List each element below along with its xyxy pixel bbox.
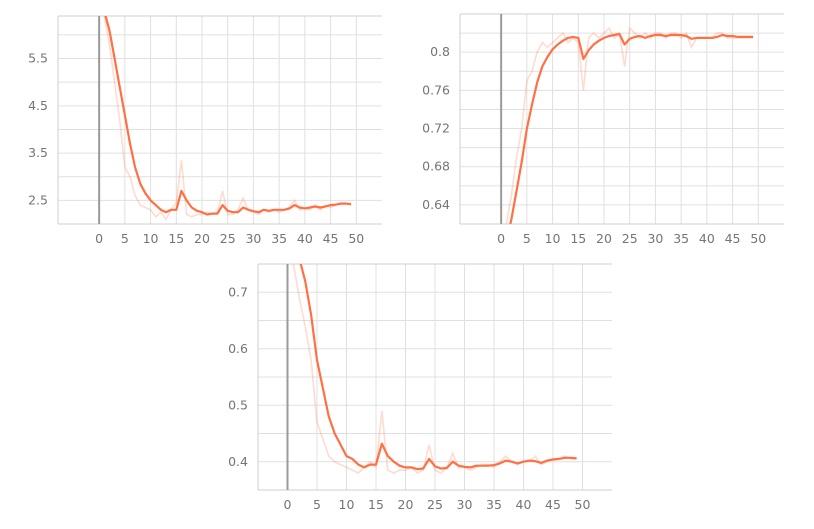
- series-line-smoothed: [299, 264, 577, 471]
- x-tick-label: 15: [368, 497, 384, 512]
- grid: [258, 263, 612, 491]
- series-line-raw: [103, 16, 352, 221]
- x-tick-label: 40: [297, 231, 313, 246]
- y-tick-label: 4.5: [28, 98, 48, 113]
- x-tick-label: 35: [673, 231, 689, 246]
- x-tick-label: 5: [121, 231, 129, 246]
- grid: [58, 16, 382, 225]
- x-tick-label: 0: [497, 231, 505, 246]
- y-tick-label: 0.8: [430, 44, 450, 59]
- x-tick-label: 35: [486, 497, 502, 512]
- x-tick-label: 25: [622, 231, 638, 246]
- x-tick-label: 5: [523, 231, 531, 246]
- x-tick-label: 30: [457, 497, 473, 512]
- x-tick-label: 20: [596, 231, 612, 246]
- y-tick-label: 0.4: [228, 454, 248, 469]
- x-tick-label: 30: [245, 231, 261, 246]
- series-group: [103, 16, 352, 221]
- x-tick-label: 45: [545, 497, 561, 512]
- x-tick-label: 15: [168, 231, 184, 246]
- y-tick-label: 0.72: [422, 121, 450, 136]
- x-tick-label: 10: [545, 231, 561, 246]
- x-tick-label: 50: [750, 231, 766, 246]
- x-tick-label: 25: [427, 497, 443, 512]
- x-tick-label: 45: [725, 231, 741, 246]
- y-tick-label: 0.7: [228, 284, 248, 299]
- x-tick-label: 20: [194, 231, 210, 246]
- x-tick-label: 30: [647, 231, 663, 246]
- x-tick-label: 20: [398, 497, 414, 512]
- chart-loss-top-left: 0 5 10 15 20 25 30 35 40 45 50 2.5 3.5 4.5 5.5: [28, 15, 382, 246]
- x-tick-label: 15: [570, 231, 586, 246]
- series-line-smoothed: [509, 32, 754, 224]
- x-tick-label: 25: [220, 231, 236, 246]
- x-tick-label: 0: [95, 231, 103, 246]
- y-tick-label: 2.5: [28, 192, 48, 207]
- y-tick-label: 0.64: [422, 197, 450, 212]
- x-tick-label: 50: [575, 497, 591, 512]
- series-group: [505, 26, 754, 224]
- series-group: [292, 264, 577, 474]
- y-tick-label: 5.5: [28, 51, 48, 66]
- x-tick-label: 10: [143, 231, 159, 246]
- y-tick-label: 0.68: [422, 159, 450, 174]
- x-tick-label: 40: [516, 497, 532, 512]
- x-tick-label: 50: [348, 231, 364, 246]
- x-tick-label: 10: [339, 497, 355, 512]
- x-tick-label: 5: [313, 497, 321, 512]
- series-line-smoothed: [104, 16, 352, 216]
- x-tick-label: 35: [271, 231, 287, 246]
- y-tick-label: 0.5: [228, 397, 248, 412]
- x-tick-label: 0: [284, 497, 292, 512]
- chart-loss-bottom: 0 5 10 15 20 25 30 35 40 45 50 0.4 0.5 0.6 0.7: [228, 263, 612, 512]
- y-tick-label: 0.76: [422, 82, 450, 97]
- y-tick-label: 3.5: [28, 145, 48, 160]
- y-tick-label: 0.6: [228, 341, 248, 356]
- x-tick-label: 40: [699, 231, 715, 246]
- chart-accuracy-top-right: 0 5 10 15 20 25 30 35 40 45 50 0.64 0.68 0.72 0.76 0.8: [422, 13, 784, 246]
- x-tick-label: 45: [323, 231, 339, 246]
